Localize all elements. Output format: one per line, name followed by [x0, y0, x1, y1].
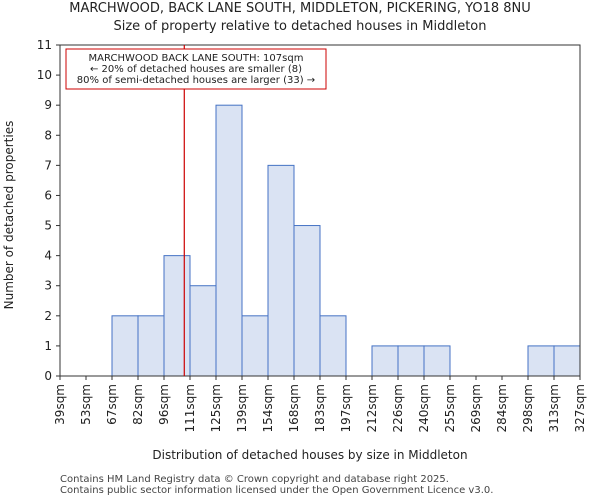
- chart-title: MARCHWOOD, BACK LANE SOUTH, MIDDLETON, P…: [69, 1, 531, 16]
- annotation-line-3: 80% of semi-detached houses are larger (…: [77, 75, 315, 86]
- histogram-bar: [189, 285, 217, 377]
- histogram-bar: [267, 164, 295, 377]
- histogram-bar: [163, 255, 191, 377]
- histogram-bar: [111, 315, 139, 377]
- x-tick-label: 183sqm: [313, 384, 327, 432]
- y-tick-label: 5: [44, 219, 52, 233]
- footer-line-2: Contains public sector information licen…: [60, 485, 494, 496]
- x-tick-label: 125sqm: [209, 384, 223, 432]
- x-tick-label: 226sqm: [391, 384, 405, 432]
- histogram-bar: [553, 345, 581, 377]
- x-tick-label: 240sqm: [417, 384, 431, 432]
- y-tick-label: 3: [44, 279, 52, 293]
- histogram-bar: [215, 104, 243, 377]
- histogram-bar: [293, 225, 321, 377]
- y-tick-label: 8: [44, 128, 52, 142]
- x-tick-label: 313sqm: [547, 384, 561, 432]
- x-tick-label: 197sqm: [339, 384, 353, 432]
- x-tick-label: 67sqm: [105, 384, 119, 425]
- x-axis-label: Distribution of detached houses by size …: [152, 448, 467, 462]
- x-tick-label: 53sqm: [79, 384, 93, 425]
- y-tick-label: 0: [44, 369, 52, 383]
- x-tick-label: 212sqm: [365, 384, 379, 432]
- histogram-bar: [319, 315, 347, 377]
- x-tick-label: 284sqm: [495, 384, 509, 432]
- y-tick-label: 11: [37, 38, 52, 52]
- y-tick-label: 2: [44, 309, 52, 323]
- y-tick-label: 1: [44, 339, 52, 353]
- chart-subtitle: Size of property relative to detached ho…: [113, 19, 487, 34]
- y-tick-label: 6: [44, 188, 52, 202]
- x-tick-label: 139sqm: [235, 384, 249, 432]
- histogram-bar: [137, 315, 165, 377]
- annotation-frame: [65, 48, 327, 90]
- annotation-box: MARCHWOOD BACK LANE SOUTH: 107sqm ← 20% …: [65, 48, 327, 90]
- y-tick-label: 10: [37, 68, 52, 82]
- y-axis-label: Number of detached properties: [2, 121, 16, 310]
- x-tick-label: 82sqm: [131, 384, 145, 425]
- x-tick-label: 111sqm: [183, 384, 197, 432]
- x-tick-label: 96sqm: [157, 384, 171, 425]
- x-tick-label: 255sqm: [443, 384, 457, 432]
- x-tick-label: 39sqm: [53, 384, 67, 425]
- x-tick-label: 269sqm: [469, 384, 483, 432]
- y-tick-label: 4: [44, 249, 52, 263]
- histogram-bar: [527, 345, 555, 377]
- histogram-bar: [371, 345, 399, 377]
- histogram-bar: [423, 345, 451, 377]
- x-tick-label: 327sqm: [573, 384, 587, 432]
- x-tick-label: 168sqm: [287, 384, 301, 432]
- histogram-bar: [241, 315, 269, 377]
- histogram-bar: [397, 345, 425, 377]
- y-tick-label: 9: [44, 98, 52, 112]
- x-tick-label: 154sqm: [261, 384, 275, 432]
- x-tick-label: 298sqm: [521, 384, 535, 432]
- footer-line-1: Contains HM Land Registry data © Crown c…: [60, 474, 449, 485]
- annotation-line-1: MARCHWOOD BACK LANE SOUTH: 107sqm: [89, 53, 304, 64]
- y-tick-label: 7: [44, 158, 52, 172]
- annotation-line-2: ← 20% of detached houses are smaller (8): [90, 64, 302, 75]
